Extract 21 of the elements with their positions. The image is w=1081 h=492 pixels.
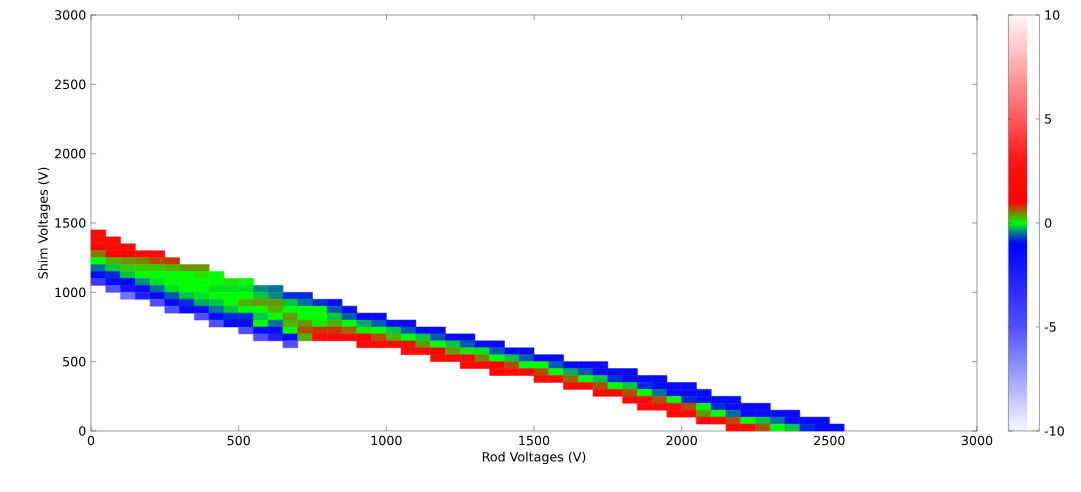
color-bar-label: -5 xyxy=(1044,322,1056,332)
x-tick-label: 2000 xyxy=(666,435,697,446)
color-bar-label: -10 xyxy=(1044,426,1064,436)
x-tick-label: 2500 xyxy=(814,435,845,446)
x-tick-label: 0 xyxy=(87,435,95,446)
y-axis-title: Shim Voltages (V) xyxy=(37,167,51,279)
x-tick-label: 500 xyxy=(227,435,250,446)
y-tick-label: 3000 xyxy=(55,10,86,20)
y-tick-label: 1500 xyxy=(55,218,86,228)
x-tick-label: 3000 xyxy=(961,435,993,446)
y-tick-label: 2000 xyxy=(54,148,86,159)
y-tick-label: 0 xyxy=(79,426,86,436)
y-tick-label: 500 xyxy=(63,356,86,367)
x-axis-title: Rod Voltages (V) xyxy=(482,451,586,465)
y-tick-label: 1000 xyxy=(55,287,86,298)
color-bar-label: 0 xyxy=(1044,218,1052,228)
x-tick-label: 1500 xyxy=(519,435,550,446)
x-tick-label: 1000 xyxy=(371,435,402,446)
color-bar-label: 5 xyxy=(1045,114,1052,124)
y-tick-label: 2500 xyxy=(54,79,86,90)
color-bar-label: 10 xyxy=(1045,10,1060,20)
